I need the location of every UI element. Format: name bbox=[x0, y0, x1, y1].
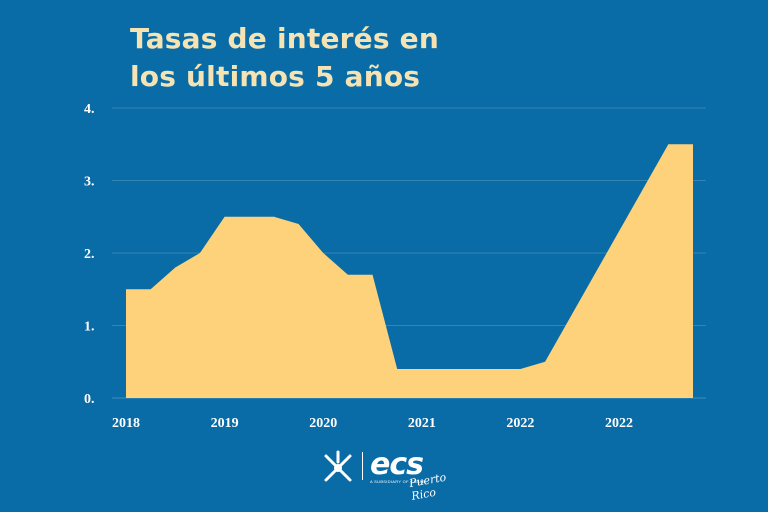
logo-wordmark: ecs bbox=[370, 447, 424, 482]
y-tick-label: 2. bbox=[84, 247, 95, 262]
chart-title: Tasas de interés en los últimos 5 años bbox=[130, 20, 439, 96]
ecs-star-icon bbox=[324, 450, 352, 482]
x-tick-label: 2019 bbox=[211, 416, 239, 431]
logo-divider bbox=[362, 452, 363, 480]
x-tick-label: 2022 bbox=[605, 416, 633, 431]
x-tick-label: 2022 bbox=[506, 416, 534, 431]
logo-subtitle: A SUBSIDIARY OF CABAB bbox=[370, 479, 426, 484]
ecs-logo: ecs A SUBSIDIARY OF CABAB Puerto Rico bbox=[318, 447, 468, 503]
y-tick-label: 1. bbox=[84, 320, 95, 335]
y-tick-label: 3. bbox=[84, 175, 95, 190]
interest-rate-area bbox=[126, 144, 693, 398]
x-tick-label: 2021 bbox=[408, 416, 436, 431]
x-tick-label: 2018 bbox=[112, 416, 140, 431]
y-tick-label: 0. bbox=[84, 392, 95, 407]
chart-title-line1: Tasas de interés en bbox=[130, 22, 439, 55]
x-tick-label: 2020 bbox=[309, 416, 337, 431]
chart-title-line2: los últimos 5 años bbox=[130, 60, 421, 93]
y-tick-label: 4. bbox=[84, 102, 95, 117]
